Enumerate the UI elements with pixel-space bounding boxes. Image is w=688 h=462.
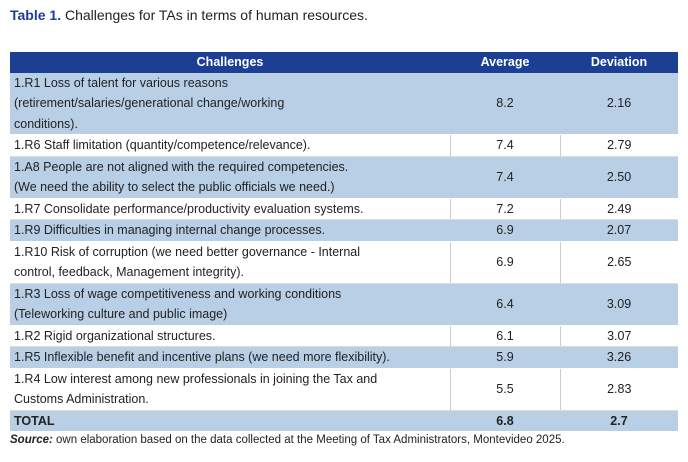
header-challenges: Challenges xyxy=(10,52,450,73)
challenge-cell: 1.R9 Difficulties in managing internal c… xyxy=(10,219,450,242)
table-row: 1.R5 Inflexible benefit and incentive pl… xyxy=(10,346,678,369)
deviation-cell: 3.26 xyxy=(560,346,678,369)
challenge-text: 1.R1 Loss of talent for various reasons xyxy=(14,75,229,90)
table-title: Table 1. Challenges for TAs in terms of … xyxy=(10,7,368,23)
deviation-cell: 2.79 xyxy=(559,134,678,157)
challenge-cell: 1.R3 Loss of wage competitiveness and wo… xyxy=(10,283,450,326)
total-row: TOTAL 6.8 2.7 xyxy=(10,410,678,431)
deviation-cell: 2.83 xyxy=(559,368,678,411)
table-row: 1.R1 Loss of talent for various reasons (… xyxy=(10,72,678,135)
challenge-cell: 1.R6 Staff limitation (quantity/competen… xyxy=(10,134,450,157)
deviation-cell: 2.65 xyxy=(559,241,678,284)
challenge-text: 1.R7 Consolidate performance/productivit… xyxy=(14,201,364,216)
average-cell: 5.9 xyxy=(450,346,560,369)
deviation-cell: 2.07 xyxy=(560,219,678,242)
challenge-text: 1.R2 Rigid organizational structures. xyxy=(14,328,216,343)
challenge-cell: 1.R10 Risk of corruption (we need better… xyxy=(10,241,450,284)
average-cell: 7.4 xyxy=(449,134,560,157)
challenge-cell: 1.R4 Low interest among new professional… xyxy=(10,368,450,411)
table-row: 1.R9 Difficulties in managing internal c… xyxy=(10,219,678,242)
total-average: 6.8 xyxy=(450,410,560,431)
challenge-text: 1.A8 People are not aligned with the req… xyxy=(14,159,349,174)
challenge-text: Customs Administration. xyxy=(14,392,149,406)
average-cell: 6.9 xyxy=(450,219,560,242)
total-label: TOTAL xyxy=(10,410,450,431)
challenge-cell: 1.R2 Rigid organizational structures. xyxy=(10,325,450,347)
average-cell: 5.5 xyxy=(449,368,560,411)
challenge-text: 1.R3 Loss of wage competitiveness and wo… xyxy=(14,286,342,301)
table-row: 1.R6 Staff limitation (quantity/competen… xyxy=(10,134,678,157)
challenge-text: 1.R6 Staff limitation (quantity/competen… xyxy=(14,138,311,152)
challenge-cell: 1.R7 Consolidate performance/productivit… xyxy=(10,198,450,220)
table-row: 1.R4 Low interest among new professional… xyxy=(10,368,678,411)
table-row: 1.R7 Consolidate performance/productivit… xyxy=(10,198,678,220)
table-header: Challenges Average Deviation xyxy=(10,52,678,73)
challenge-text: 1.R5 Inflexible benefit and incentive pl… xyxy=(14,350,390,364)
challenge-text: (Teleworking culture and public image) xyxy=(14,307,228,321)
deviation-cell: 2.16 xyxy=(560,72,678,135)
challenge-text: (We need the ability to select the publi… xyxy=(14,180,335,194)
table-row: 1.R3 Loss of wage competitiveness and wo… xyxy=(10,283,678,326)
total-deviation: 2.7 xyxy=(560,410,678,431)
average-cell: 8.2 xyxy=(450,72,560,135)
average-cell: 7.2 xyxy=(449,198,560,220)
average-cell: 6.1 xyxy=(449,325,560,347)
challenge-text: (retirement/salaries/generational change… xyxy=(14,96,285,110)
table-row: 1.A8 People are not aligned with the req… xyxy=(10,156,678,199)
table-row: 1.R2 Rigid organizational structures. 6.1… xyxy=(10,325,678,347)
challenges-table: Challenges Average Deviation 1.R1 Loss o… xyxy=(10,52,678,431)
average-cell: 6.9 xyxy=(449,241,560,284)
challenge-text: control, feedback, Management integrity)… xyxy=(14,265,244,279)
deviation-cell: 3.07 xyxy=(559,325,678,347)
source-note: Source: own elaboration based on the dat… xyxy=(10,434,565,446)
average-cell: 6.4 xyxy=(450,283,560,326)
header-average: Average xyxy=(450,52,560,73)
challenge-text: 1.R4 Low interest among new professional… xyxy=(14,371,378,386)
challenge-text: 1.R10 Risk of corruption (we need better… xyxy=(14,244,361,259)
challenge-cell: 1.R5 Inflexible benefit and incentive pl… xyxy=(10,346,450,369)
deviation-cell: 3.09 xyxy=(560,283,678,326)
challenge-cell: 1.A8 People are not aligned with the req… xyxy=(10,156,450,199)
average-cell: 7.4 xyxy=(450,156,560,199)
deviation-cell: 2.49 xyxy=(559,198,678,220)
challenge-text: conditions). xyxy=(14,116,78,131)
challenge-cell: 1.R1 Loss of talent for various reasons (… xyxy=(10,72,450,135)
table-row: 1.R10 Risk of corruption (we need better… xyxy=(10,241,678,284)
header-deviation: Deviation xyxy=(560,52,678,73)
challenge-text: 1.R9 Difficulties in managing internal c… xyxy=(14,223,326,237)
deviation-cell: 2.50 xyxy=(560,156,678,199)
